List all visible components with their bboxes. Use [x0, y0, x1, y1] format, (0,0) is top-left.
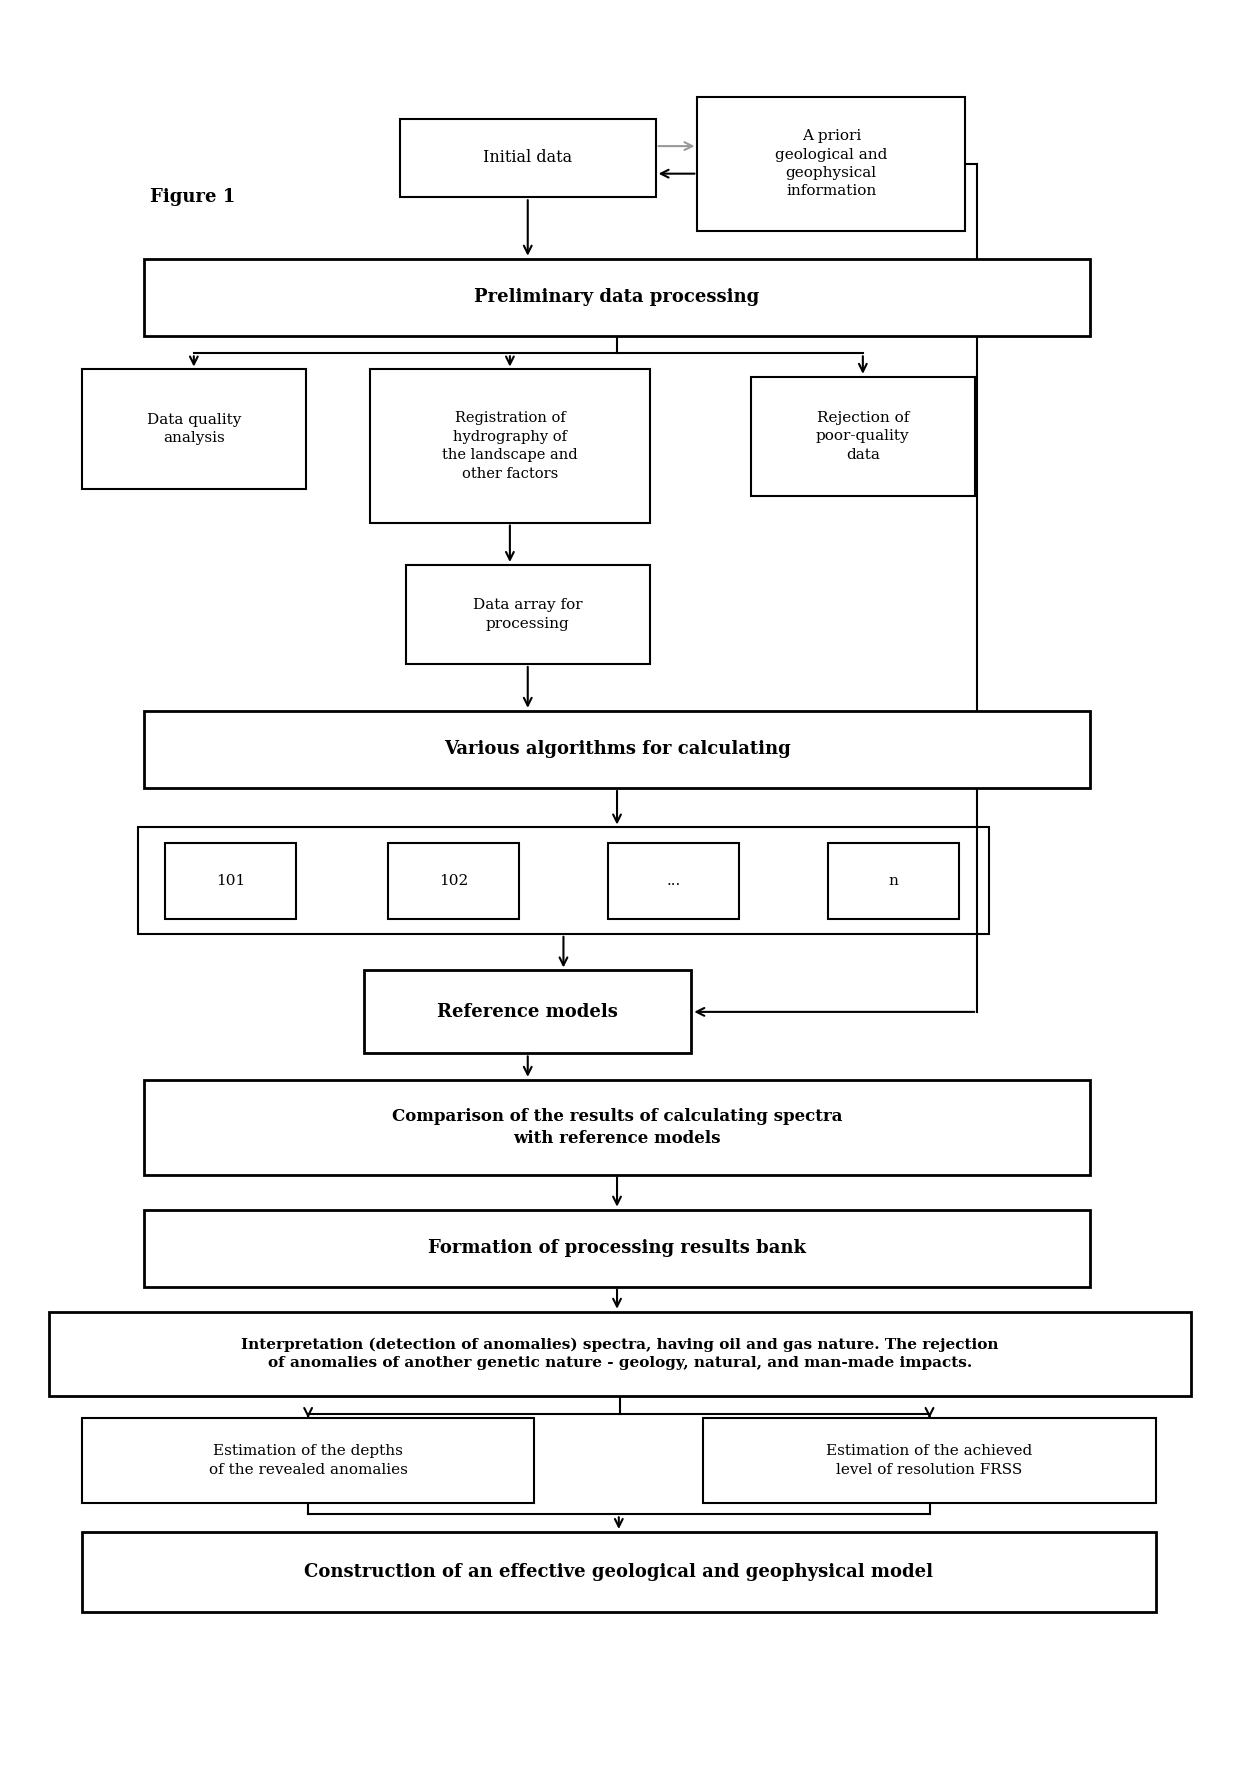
Text: Comparison of the results of calculating spectra
with reference models: Comparison of the results of calculating…	[392, 1107, 842, 1146]
Text: Construction of an effective geological and geophysical model: Construction of an effective geological …	[304, 1563, 934, 1581]
Text: Estimation of the depths
of the revealed anomalies: Estimation of the depths of the revealed…	[208, 1445, 408, 1476]
Bar	[703, 1418, 1156, 1503]
Bar	[144, 1079, 1090, 1174]
Text: Rejection of
poor-quality
data: Rejection of poor-quality data	[816, 411, 910, 463]
Text: 101: 101	[216, 874, 246, 888]
Bar	[82, 1531, 1156, 1612]
Text: Interpretation (detection of anomalies) spectra, having oil and gas nature. The : Interpretation (detection of anomalies) …	[242, 1337, 998, 1370]
Text: Data quality
analysis: Data quality analysis	[146, 413, 241, 445]
Bar	[751, 376, 975, 496]
Text: Preliminary data processing: Preliminary data processing	[475, 288, 760, 306]
Bar	[165, 844, 296, 920]
Bar	[697, 97, 965, 231]
Bar	[48, 1312, 1192, 1397]
Text: Data array for
processing: Data array for processing	[472, 599, 583, 630]
Bar	[365, 970, 692, 1054]
Text: Reference models: Reference models	[438, 1003, 619, 1021]
Text: A priori
geological and
geophysical
information: A priori geological and geophysical info…	[775, 129, 888, 198]
Text: Various algorithms for calculating: Various algorithms for calculating	[444, 740, 790, 758]
Bar	[82, 1418, 534, 1503]
Bar	[828, 844, 960, 920]
Bar	[144, 710, 1090, 788]
Bar	[399, 118, 656, 198]
Text: Formation of processing results bank: Formation of processing results bank	[428, 1240, 806, 1257]
Text: Estimation of the achieved
level of resolution FRSS: Estimation of the achieved level of reso…	[826, 1445, 1033, 1476]
Text: ...: ...	[666, 874, 681, 888]
Bar	[82, 369, 306, 489]
Text: n: n	[889, 874, 899, 888]
Text: 102: 102	[439, 874, 467, 888]
Bar	[405, 565, 650, 664]
Text: Initial data: Initial data	[484, 150, 573, 166]
Bar	[144, 258, 1090, 336]
Bar	[144, 1210, 1090, 1287]
Text: Registration of
hydrography of
the landscape and
other factors: Registration of hydrography of the lands…	[443, 411, 578, 480]
Bar	[388, 844, 518, 920]
Bar	[370, 369, 650, 523]
Bar	[138, 828, 990, 934]
Text: Figure 1: Figure 1	[150, 189, 236, 207]
Bar	[608, 844, 739, 920]
